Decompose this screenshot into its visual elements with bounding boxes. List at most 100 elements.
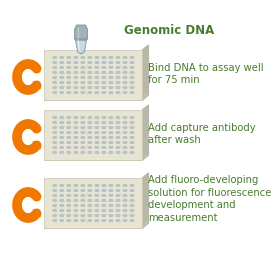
Ellipse shape xyxy=(109,219,113,222)
Ellipse shape xyxy=(130,126,134,129)
Ellipse shape xyxy=(53,184,57,187)
Ellipse shape xyxy=(95,126,99,129)
Ellipse shape xyxy=(88,56,92,59)
Ellipse shape xyxy=(67,71,71,74)
Ellipse shape xyxy=(95,199,99,202)
Ellipse shape xyxy=(88,199,92,202)
Ellipse shape xyxy=(95,136,99,139)
Ellipse shape xyxy=(81,136,85,139)
Ellipse shape xyxy=(74,219,78,222)
Ellipse shape xyxy=(123,141,127,144)
Ellipse shape xyxy=(130,184,134,187)
Ellipse shape xyxy=(102,214,106,217)
Ellipse shape xyxy=(67,91,71,94)
Ellipse shape xyxy=(102,121,106,124)
Ellipse shape xyxy=(102,189,106,192)
Ellipse shape xyxy=(123,66,127,69)
Ellipse shape xyxy=(116,146,120,149)
Ellipse shape xyxy=(67,116,71,119)
Ellipse shape xyxy=(60,56,64,59)
Ellipse shape xyxy=(95,81,99,84)
Polygon shape xyxy=(74,25,87,39)
Ellipse shape xyxy=(130,151,134,154)
Ellipse shape xyxy=(130,61,134,64)
Ellipse shape xyxy=(130,71,134,74)
Ellipse shape xyxy=(95,189,99,192)
Ellipse shape xyxy=(81,131,85,134)
Ellipse shape xyxy=(102,86,106,89)
Ellipse shape xyxy=(88,184,92,187)
Ellipse shape xyxy=(67,199,71,202)
Polygon shape xyxy=(74,39,87,40)
Ellipse shape xyxy=(95,219,99,222)
Ellipse shape xyxy=(95,76,99,79)
Ellipse shape xyxy=(95,131,99,134)
Ellipse shape xyxy=(123,81,127,84)
Ellipse shape xyxy=(95,146,99,149)
Ellipse shape xyxy=(130,81,134,84)
Ellipse shape xyxy=(109,199,113,202)
Ellipse shape xyxy=(60,151,64,154)
Ellipse shape xyxy=(81,214,85,217)
Ellipse shape xyxy=(60,194,64,197)
Ellipse shape xyxy=(95,214,99,217)
Ellipse shape xyxy=(123,189,127,192)
Ellipse shape xyxy=(102,91,106,94)
Ellipse shape xyxy=(102,184,106,187)
Ellipse shape xyxy=(88,136,92,139)
Ellipse shape xyxy=(88,86,92,89)
Ellipse shape xyxy=(109,76,113,79)
Ellipse shape xyxy=(130,214,134,217)
Ellipse shape xyxy=(74,131,78,134)
Ellipse shape xyxy=(67,131,71,134)
Ellipse shape xyxy=(102,194,106,197)
Ellipse shape xyxy=(102,71,106,74)
Ellipse shape xyxy=(53,81,57,84)
Ellipse shape xyxy=(88,81,92,84)
Text: Add fluoro-developing
solution for fluorescence
development and
measurement: Add fluoro-developing solution for fluor… xyxy=(148,175,272,223)
Ellipse shape xyxy=(74,146,78,149)
Ellipse shape xyxy=(67,66,71,69)
Ellipse shape xyxy=(109,131,113,134)
Ellipse shape xyxy=(81,81,85,84)
Ellipse shape xyxy=(109,136,113,139)
Text: Bind DNA to assay well
for 75 min: Bind DNA to assay well for 75 min xyxy=(148,63,264,85)
Polygon shape xyxy=(44,110,143,160)
Ellipse shape xyxy=(116,214,120,217)
Ellipse shape xyxy=(123,131,127,134)
Ellipse shape xyxy=(109,189,113,192)
Ellipse shape xyxy=(130,131,134,134)
Ellipse shape xyxy=(81,209,85,212)
Ellipse shape xyxy=(102,116,106,119)
Ellipse shape xyxy=(67,121,71,124)
Ellipse shape xyxy=(74,204,78,207)
Ellipse shape xyxy=(102,141,106,144)
Ellipse shape xyxy=(109,121,113,124)
Ellipse shape xyxy=(67,86,71,89)
Ellipse shape xyxy=(81,116,85,119)
Ellipse shape xyxy=(88,189,92,192)
Ellipse shape xyxy=(60,131,64,134)
Ellipse shape xyxy=(95,194,99,197)
Ellipse shape xyxy=(109,126,113,129)
Ellipse shape xyxy=(60,136,64,139)
Ellipse shape xyxy=(53,76,57,79)
Ellipse shape xyxy=(53,116,57,119)
Ellipse shape xyxy=(67,219,71,222)
Ellipse shape xyxy=(130,199,134,202)
Ellipse shape xyxy=(60,66,64,69)
Ellipse shape xyxy=(116,151,120,154)
Ellipse shape xyxy=(53,209,57,212)
Polygon shape xyxy=(143,45,148,100)
Polygon shape xyxy=(44,155,148,160)
Ellipse shape xyxy=(88,91,92,94)
Ellipse shape xyxy=(67,126,71,129)
Ellipse shape xyxy=(123,199,127,202)
Ellipse shape xyxy=(53,86,57,89)
Ellipse shape xyxy=(74,121,78,124)
Ellipse shape xyxy=(60,209,64,212)
Ellipse shape xyxy=(60,189,64,192)
Ellipse shape xyxy=(74,194,78,197)
Ellipse shape xyxy=(74,81,78,84)
Ellipse shape xyxy=(116,219,120,222)
